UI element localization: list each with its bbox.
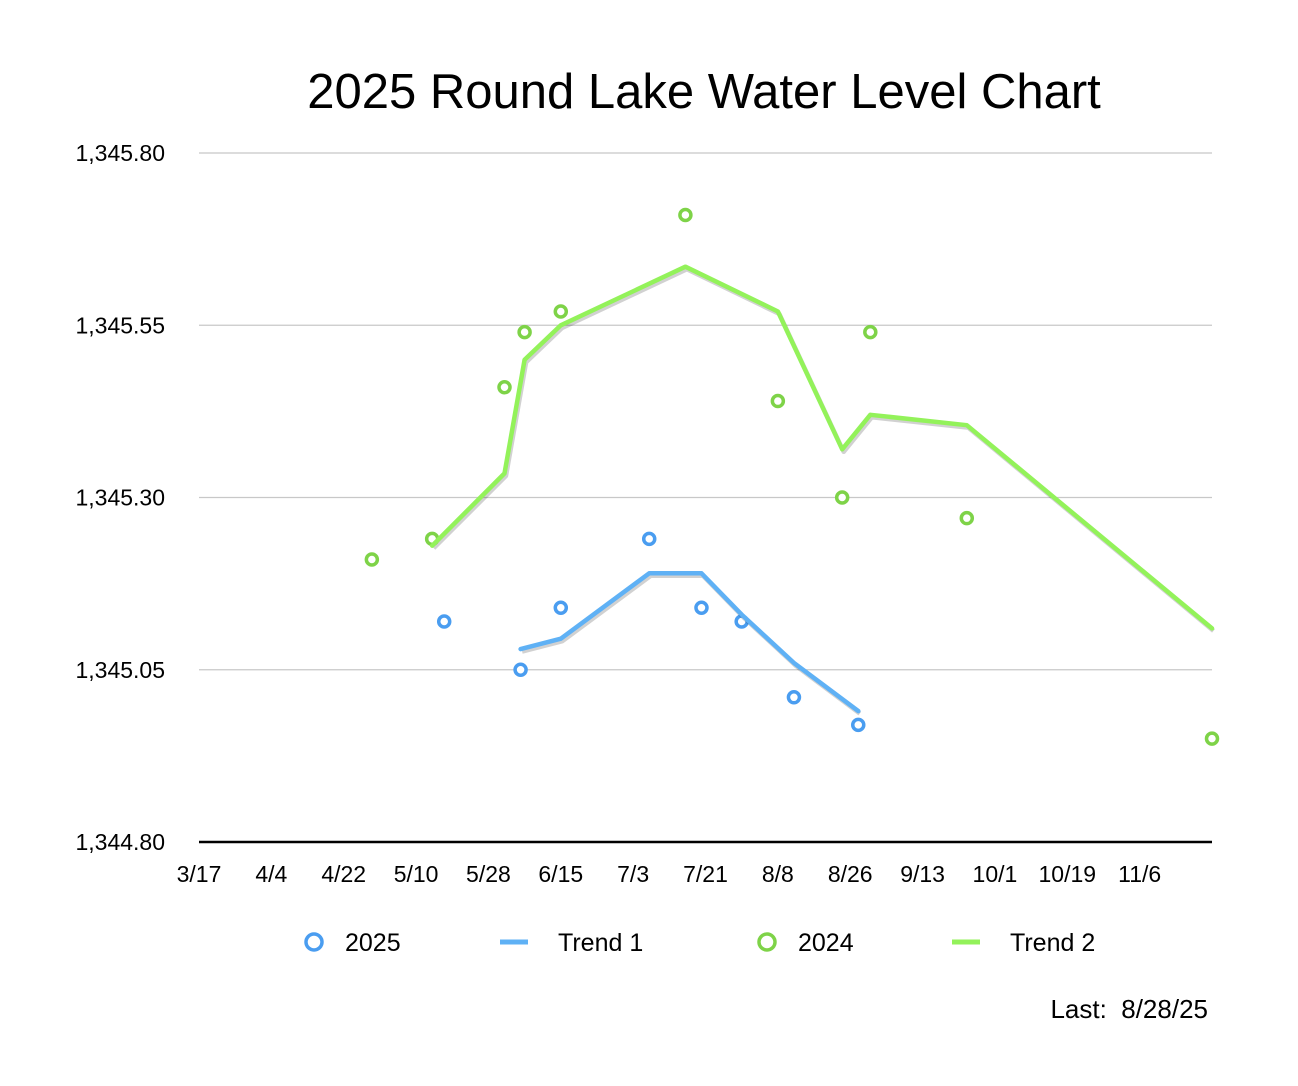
legend-swatch-point — [757, 932, 777, 952]
legend-swatch-point — [304, 932, 324, 952]
x-tick-label: 11/6 — [1118, 861, 1161, 887]
x-tick-label: 4/22 — [321, 861, 366, 887]
x-tick-label: 3/17 — [177, 861, 222, 887]
legend-label: 2024 — [798, 929, 854, 957]
series-trend-1 — [518, 571, 862, 716]
x-tick-label: 6/15 — [538, 861, 583, 887]
data-point — [786, 690, 802, 705]
series-2025 — [436, 531, 866, 733]
data-point — [678, 207, 693, 223]
y-tick-label: 1,345.05 — [75, 657, 165, 683]
y-tick-label: 1,345.55 — [75, 312, 165, 338]
legend-label: Trend 2 — [1010, 929, 1095, 957]
data-point — [1204, 731, 1220, 746]
x-tick-label: 10/19 — [1039, 861, 1097, 887]
x-tick-label: 10/1 — [973, 861, 1018, 887]
data-point — [553, 600, 569, 615]
data-point — [513, 662, 528, 677]
y-tick-label: 1,345.80 — [75, 140, 165, 166]
x-tick-label: 8/8 — [762, 861, 794, 887]
trend-line — [429, 264, 1215, 631]
data-point — [553, 304, 569, 319]
data-point — [364, 552, 380, 567]
chart-title: 2025 Round Lake Water Level Chart — [307, 65, 1101, 119]
data-point — [694, 600, 709, 615]
data-point — [497, 380, 512, 395]
data-point — [863, 324, 878, 340]
data-point — [959, 510, 975, 526]
x-tick-label: 7/21 — [683, 861, 728, 887]
legend-label: 2025 — [345, 929, 401, 957]
data-point — [770, 393, 786, 409]
data-point — [517, 324, 532, 340]
y-tick-label: 1,345.30 — [75, 485, 165, 511]
legend-label: Trend 1 — [558, 929, 643, 957]
x-tick-label: 4/4 — [255, 861, 287, 887]
x-tick-label: 5/28 — [466, 861, 511, 887]
data-point — [641, 531, 657, 547]
last-updated-label: Last: 8/28/25 — [1050, 994, 1208, 1024]
x-tick-label: 7/3 — [617, 861, 649, 887]
trend-line — [518, 571, 861, 714]
trend-line-shadow — [521, 573, 862, 716]
x-tick-label: 9/13 — [900, 861, 945, 887]
y-tick-label: 1,344.80 — [75, 829, 165, 855]
trend-line-shadow — [432, 266, 1215, 633]
x-tick-label: 8/26 — [828, 861, 873, 887]
data-point — [834, 490, 850, 505]
series-trend-2 — [429, 264, 1215, 633]
data-point — [436, 614, 452, 629]
data-point — [851, 717, 866, 733]
x-tick-label: 5/10 — [394, 861, 439, 887]
